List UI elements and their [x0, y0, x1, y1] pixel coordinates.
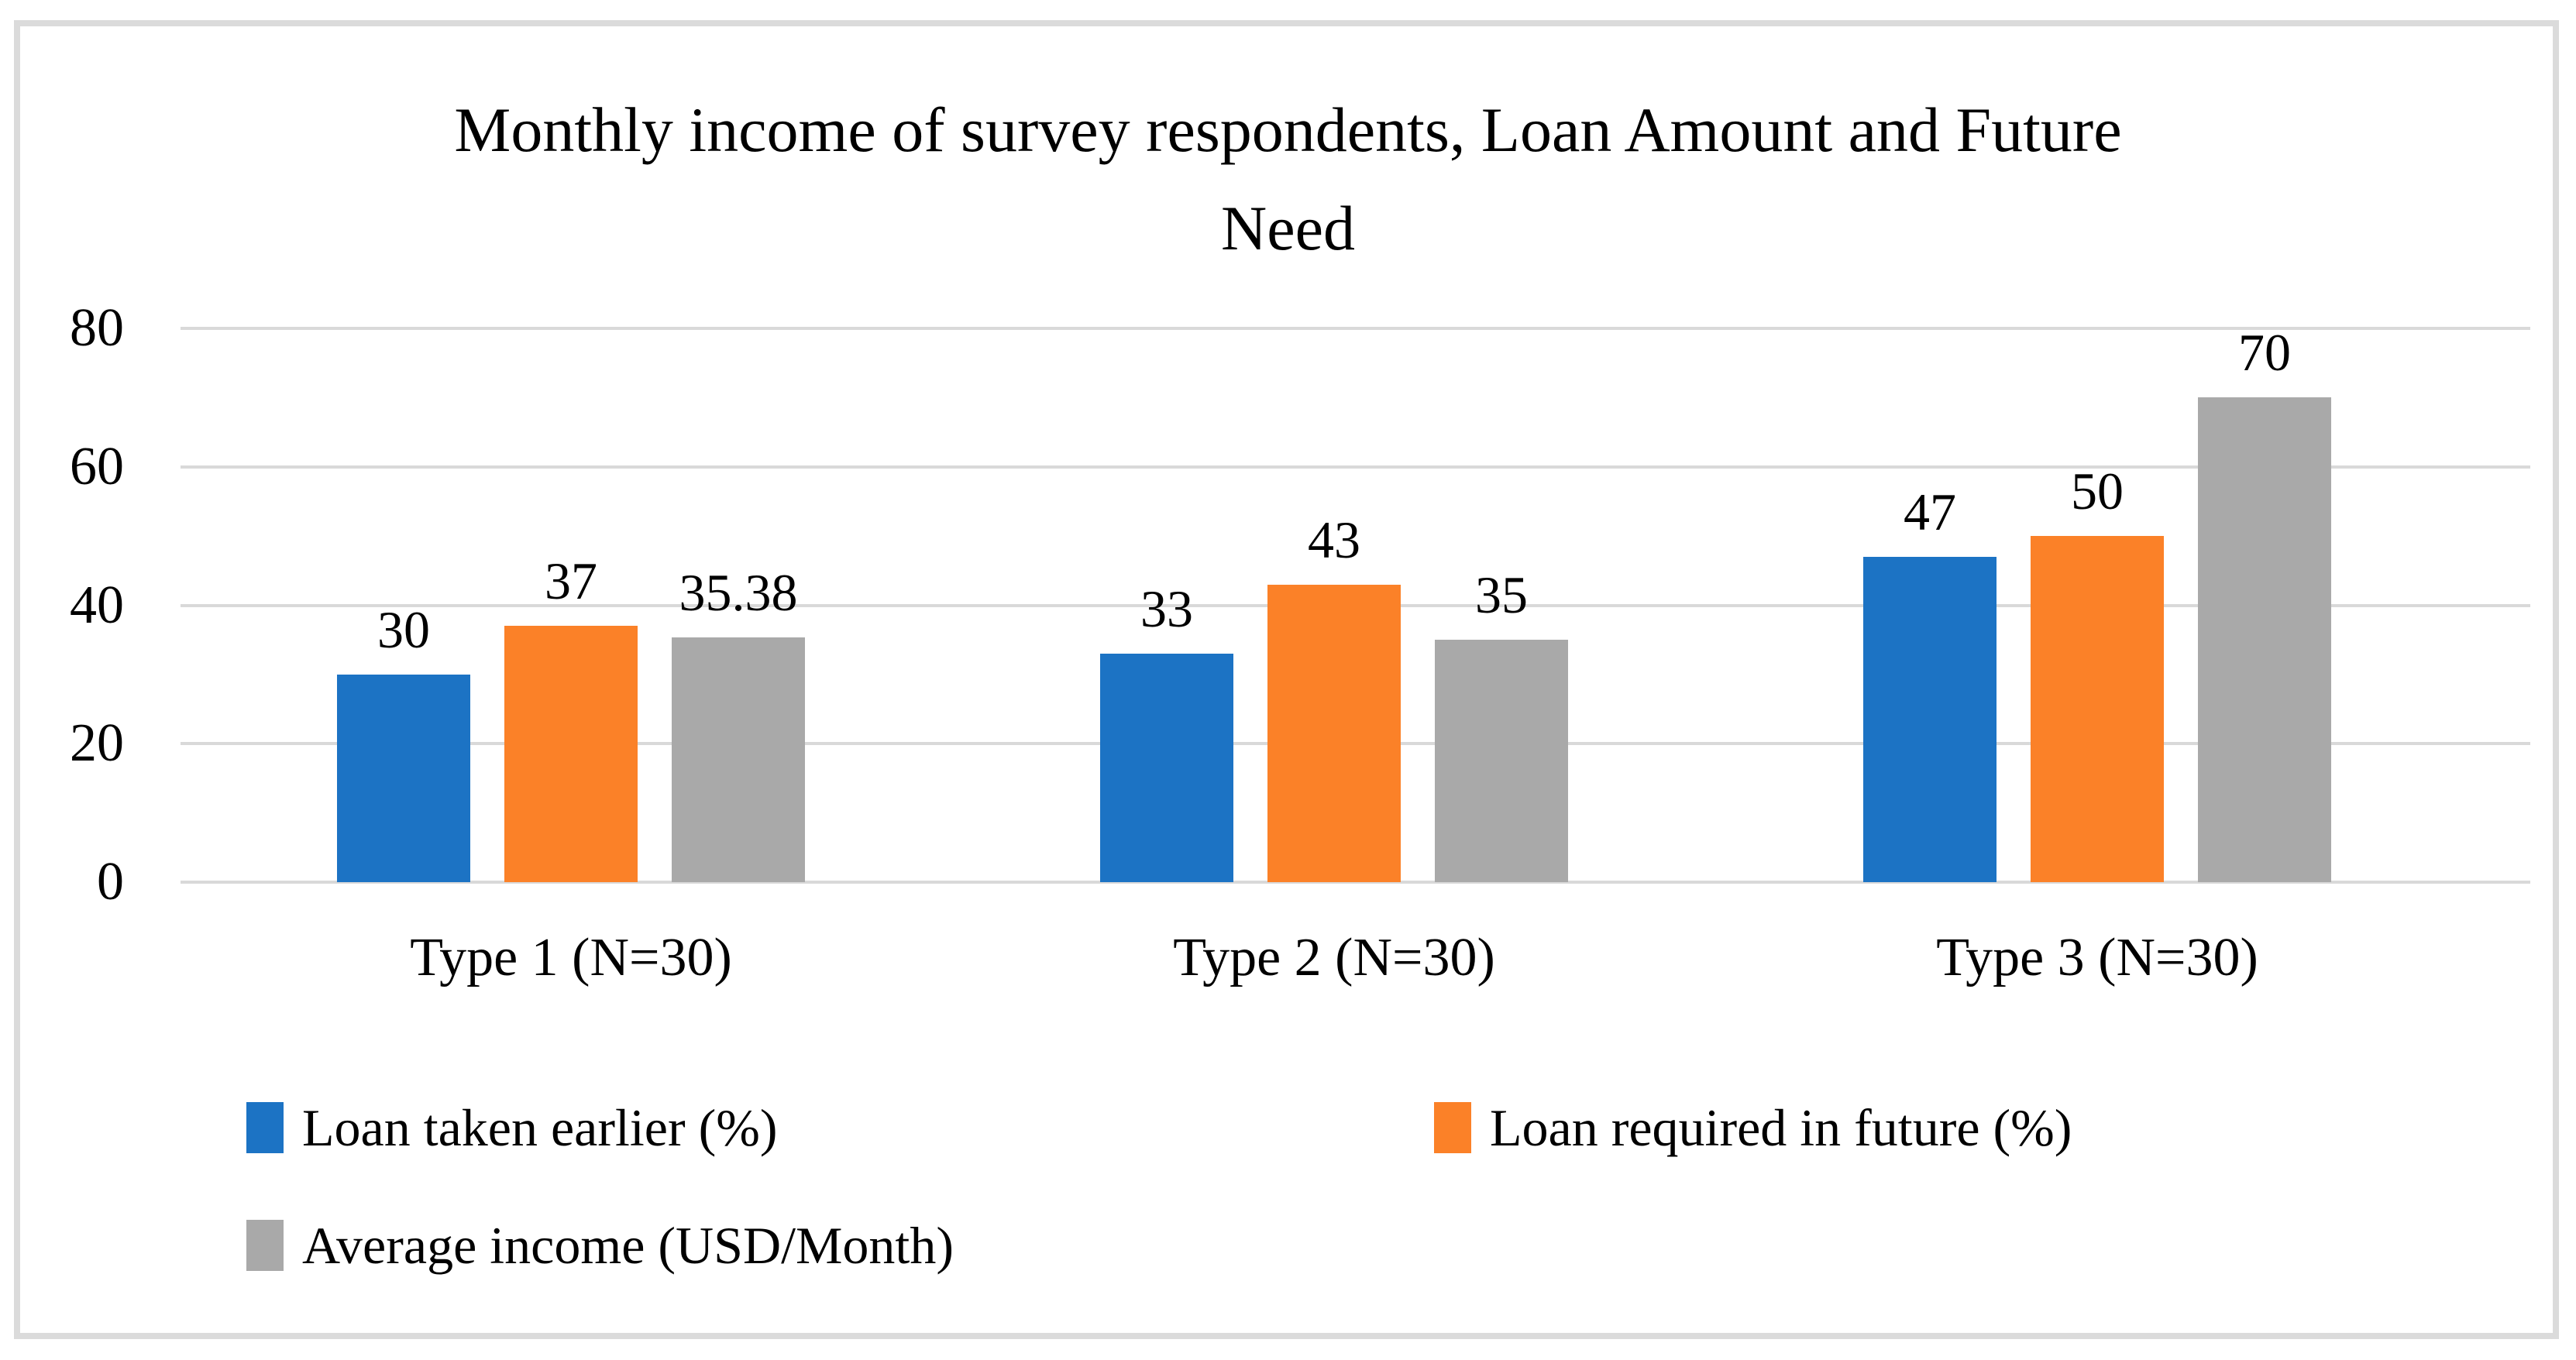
- bar-series2-group1: [504, 626, 638, 882]
- value-label-series3-group3: 70: [2238, 323, 2291, 383]
- value-label-series1-group1: 30: [377, 599, 430, 659]
- legend-label: Average income (USD/Month): [302, 1216, 954, 1275]
- value-label-series1-group2: 33: [1140, 579, 1193, 639]
- y-tick-label-60: 60: [70, 436, 124, 496]
- gridline-0: [181, 881, 2530, 884]
- gridline-60: [181, 465, 2530, 469]
- chart-title: Monthly income of survey respondents, Lo…: [0, 81, 2576, 277]
- chart-title-line-2: Need: [1220, 193, 1355, 264]
- bar-series1-group3: [1863, 556, 1996, 882]
- gridline-80: [181, 327, 2530, 330]
- value-label-series2-group1: 37: [545, 551, 597, 611]
- legend-item-2: Loan required in future (%): [1434, 1100, 2072, 1156]
- bar-series1-group2: [1100, 654, 1233, 882]
- bar-series2-group2: [1267, 584, 1401, 882]
- y-tick-label-40: 40: [70, 575, 124, 635]
- bar-series3-group3: [2198, 397, 2331, 882]
- value-label-series2-group2: 43: [1308, 510, 1360, 569]
- y-tick-label-80: 80: [70, 298, 124, 358]
- bar-series3-group2: [1435, 640, 1568, 882]
- value-label-series3-group1: 35.38: [679, 562, 798, 622]
- value-label-series2-group3: 50: [2071, 462, 2124, 521]
- x-category-label-3: Type 3 (N=30): [1936, 928, 2258, 987]
- legend-swatch-icon: [246, 1102, 284, 1153]
- legend-swatch-icon: [246, 1220, 284, 1271]
- legend-swatch-icon: [1434, 1102, 1471, 1153]
- value-label-series1-group3: 47: [1904, 482, 1956, 541]
- value-label-series3-group2: 35: [1475, 565, 1528, 625]
- y-tick-label-0: 0: [97, 852, 124, 912]
- bar-series3-group1: [672, 637, 805, 882]
- legend-item-1: Loan taken earlier (%): [246, 1100, 778, 1156]
- legend-label: Loan taken earlier (%): [302, 1098, 778, 1157]
- legend-item-3: Average income (USD/Month): [246, 1217, 954, 1273]
- plot-area: 30 37 35.38 33 43 35 47 50 70: [181, 323, 2530, 884]
- bar-series1-group1: [337, 674, 470, 882]
- y-tick-label-20: 20: [70, 713, 124, 774]
- bar-series2-group3: [2031, 536, 2164, 882]
- x-category-label-2: Type 2 (N=30): [1173, 928, 1495, 987]
- chart-title-line-1: Monthly income of survey respondents, Lo…: [454, 94, 2122, 165]
- legend-label: Loan required in future (%): [1490, 1098, 2072, 1157]
- x-category-label-1: Type 1 (N=30): [410, 928, 732, 987]
